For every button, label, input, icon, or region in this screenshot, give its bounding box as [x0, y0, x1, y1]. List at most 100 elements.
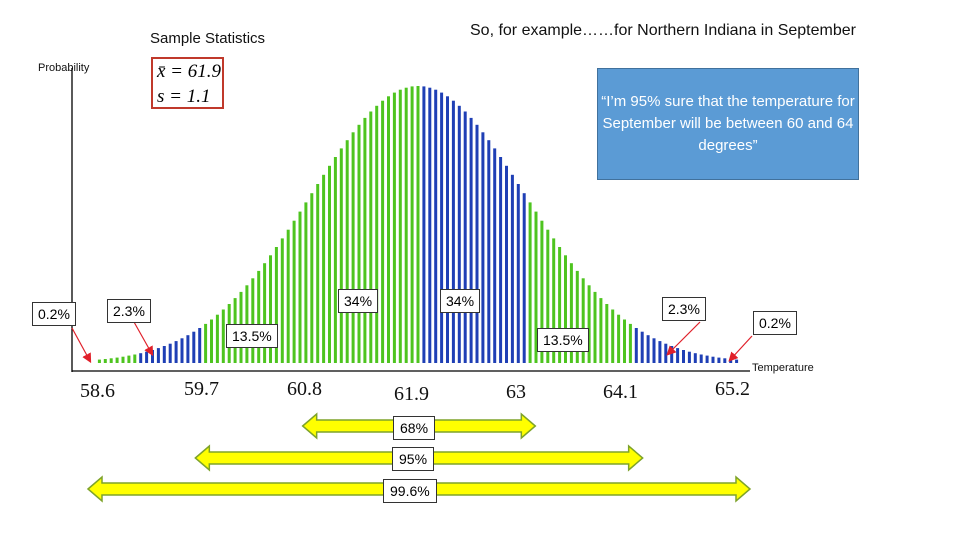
- sample-statistics-heading: Sample Statistics: [150, 30, 266, 47]
- distribution-bar: [115, 357, 119, 363]
- distribution-bar: [469, 117, 473, 364]
- distribution-bar: [316, 184, 320, 363]
- distribution-bar: [687, 351, 691, 363]
- distribution-bar: [664, 343, 668, 363]
- distribution-bar: [434, 89, 438, 363]
- x-tick-label: 60.8: [287, 378, 322, 400]
- distribution-bar: [534, 211, 538, 363]
- distribution-bar: [493, 148, 497, 363]
- distribution-bar: [416, 86, 420, 363]
- distribution-bar: [558, 247, 562, 363]
- distribution-bar: [298, 211, 302, 363]
- x-tick-label: 61.9: [394, 383, 429, 405]
- distribution-bar: [151, 350, 154, 363]
- x-tick-label: 65.2: [715, 378, 750, 400]
- distribution-bar: [145, 351, 149, 363]
- distribution-bar: [481, 132, 485, 363]
- distribution-bar: [463, 111, 467, 363]
- distribution-bar: [168, 343, 172, 363]
- distribution-bar: [475, 124, 479, 363]
- distribution-bar: [381, 100, 385, 363]
- distribution-bar: [451, 100, 455, 363]
- distribution-bar: [487, 140, 491, 363]
- bars-group: [97, 86, 739, 364]
- left-34-label: 34%: [338, 289, 379, 313]
- distribution-bar: [387, 96, 390, 364]
- distribution-bar: [658, 341, 662, 363]
- x-tick-label: 64.1: [603, 381, 638, 403]
- distribution-bar: [180, 338, 184, 363]
- distribution-bar: [351, 132, 355, 363]
- distribution-bar: [723, 358, 727, 363]
- right-2sd-label: 2.3%: [662, 297, 706, 321]
- confidence-callout: “I’m 95% sure that the temperature for S…: [597, 68, 859, 180]
- distribution-bar: [263, 263, 267, 363]
- distribution-bar: [552, 238, 556, 363]
- distribution-bar: [510, 174, 514, 363]
- distribution-bar: [310, 193, 314, 363]
- distribution-bar: [274, 247, 278, 363]
- distribution-bar: [711, 356, 715, 363]
- distribution-bar: [516, 184, 520, 363]
- range-label-95: 95%: [392, 447, 435, 471]
- right-13-label: 13.5%: [537, 328, 589, 352]
- distribution-bar: [522, 193, 526, 363]
- distribution-bar: [540, 220, 544, 363]
- right-34-label: 34%: [440, 289, 481, 313]
- distribution-bar: [251, 278, 255, 363]
- distribution-bar: [446, 96, 449, 364]
- distribution-bar: [221, 309, 225, 363]
- distribution-bar: [109, 358, 113, 363]
- distribution-bar: [717, 357, 721, 363]
- chart-title: So, for example……for Northern Indiana in…: [470, 22, 856, 39]
- x-tick-label: 59.7: [184, 378, 219, 400]
- x-tick-label: 58.6: [80, 380, 115, 402]
- x-tick-label: 63: [506, 381, 526, 403]
- distribution-bar: [322, 174, 326, 363]
- distribution-bar: [605, 304, 609, 363]
- distribution-bar: [392, 92, 396, 363]
- distribution-bar: [269, 255, 272, 363]
- distribution-bar: [422, 86, 426, 364]
- distribution-bar: [404, 87, 408, 363]
- pointer-arrow: [728, 335, 753, 362]
- distribution-bar: [623, 319, 626, 363]
- distribution-bar: [611, 309, 615, 363]
- distribution-bar: [410, 86, 414, 364]
- distribution-bar: [398, 89, 402, 363]
- distribution-bar: [652, 338, 656, 363]
- distribution-bar: [528, 202, 532, 363]
- distribution-bar: [699, 354, 703, 363]
- distribution-bar: [628, 323, 632, 363]
- distribution-bar: [505, 165, 508, 363]
- pointer-arrow: [133, 321, 154, 357]
- distribution-bar: [457, 105, 461, 364]
- stats-box: x̄ = 61.9 s = 1.1: [151, 57, 224, 109]
- distribution-bar: [357, 124, 361, 363]
- distribution-bar: [569, 263, 573, 363]
- distribution-bar: [127, 355, 131, 363]
- distribution-bar: [286, 229, 290, 363]
- distribution-bar: [428, 87, 432, 363]
- distribution-bar: [575, 270, 579, 363]
- distribution-bar: [156, 348, 160, 363]
- distribution-bar: [499, 157, 503, 363]
- distribution-bar: [587, 285, 591, 363]
- distribution-bar: [339, 148, 343, 363]
- distribution-bar: [599, 298, 603, 363]
- pointer-arrow: [666, 321, 701, 356]
- distribution-bar: [215, 314, 219, 363]
- left-tail-label: 0.2%: [32, 302, 76, 326]
- left-2sd-label: 2.3%: [107, 299, 151, 323]
- range-label-68: 68%: [393, 416, 436, 440]
- distribution-bar: [546, 229, 550, 363]
- distribution-bar: [133, 354, 137, 363]
- distribution-bar: [139, 353, 143, 363]
- distribution-bar: [121, 356, 125, 363]
- distribution-bar: [617, 314, 621, 363]
- distribution-bar: [292, 220, 296, 363]
- distribution-bar: [735, 359, 739, 363]
- distribution-bar: [646, 335, 650, 363]
- distribution-bar: [581, 278, 585, 363]
